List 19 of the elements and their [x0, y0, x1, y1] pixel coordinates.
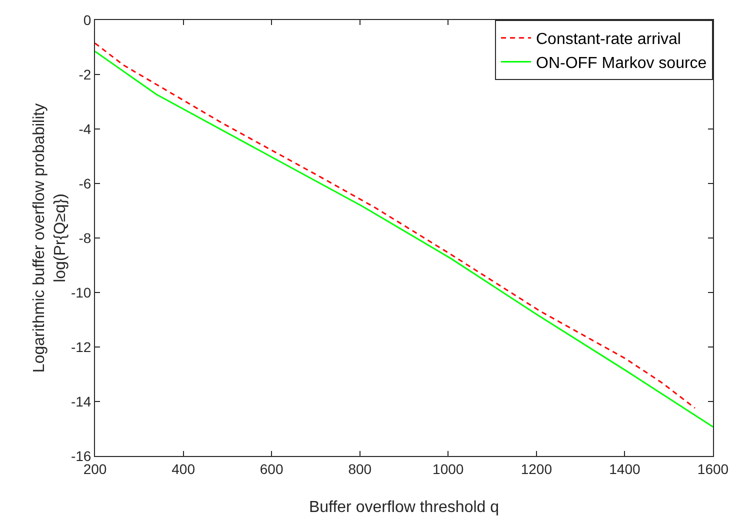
x-tick-label: 1400 [609, 460, 640, 477]
x-tick-label: 1000 [432, 460, 464, 477]
x-tick-label: 600 [260, 460, 284, 477]
x-tick-label: 800 [348, 460, 372, 477]
y-tick-label: -12 [70, 338, 92, 355]
y-tick-label: -6 [78, 175, 92, 192]
legend-label: ON-OFF Markov source [536, 54, 707, 72]
y-tick-label: -2 [78, 66, 92, 82]
y-tick-label: -4 [78, 120, 92, 137]
x-tick-label: 400 [172, 460, 196, 477]
legend-label: Constant-rate arrival [536, 31, 681, 48]
x-tick-label: 1600 [697, 460, 729, 477]
y-tick-label: -8 [78, 230, 92, 246]
y-tick-label: -10 [70, 284, 92, 300]
y-tick-label: 0 [83, 12, 92, 28]
y-tick-label: -14 [70, 393, 92, 410]
y-axis-title: Logarithmic buffer overflow probability log(Pr{Q≥q}) [31, 103, 69, 373]
x-tick-label: 1200 [520, 460, 552, 477]
x-axis-title: Buffer overflow threshold q [308, 499, 500, 516]
